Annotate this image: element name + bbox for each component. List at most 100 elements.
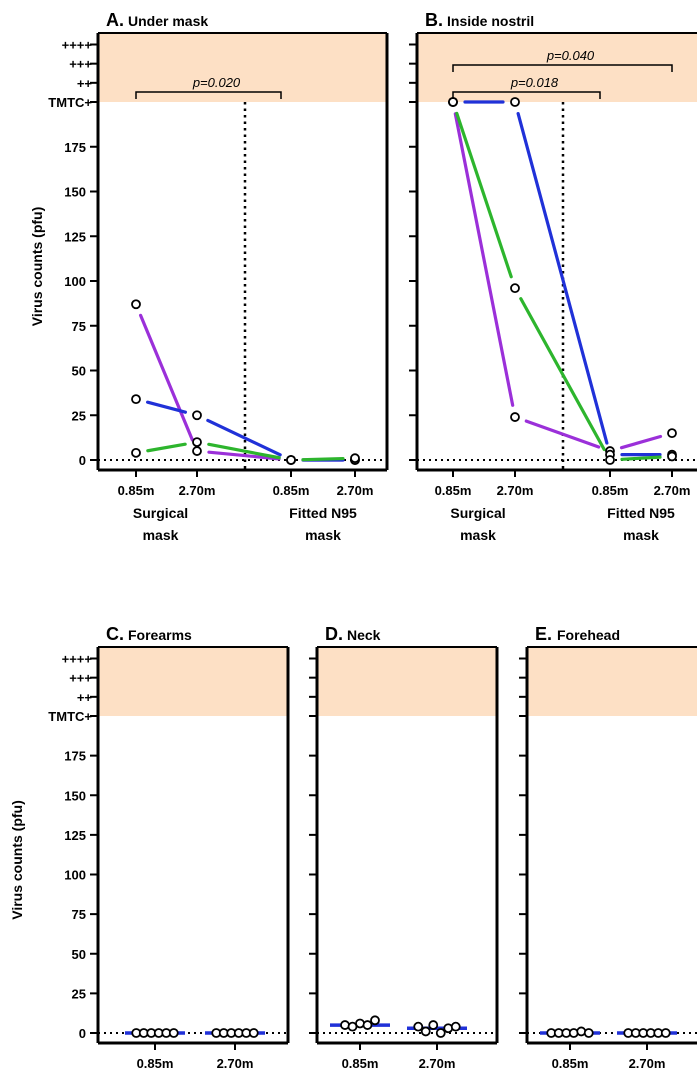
tmtc-shade-band [417, 33, 697, 102]
panel-d: D. Neck 0.85m 2.70m [309, 624, 499, 1071]
x-tick-label: 0.85m [435, 483, 472, 498]
group-label: mask [143, 527, 179, 543]
y-category-label: ++++ [62, 652, 93, 667]
data-point [510, 97, 520, 107]
series-line-1 [516, 111, 609, 445]
panel-title: Under mask [128, 13, 208, 29]
data-point [370, 1015, 380, 1026]
y-category-label: TMTC+ [48, 709, 92, 724]
data-point [413, 1021, 424, 1032]
y-tick-label: 150 [64, 788, 86, 803]
data-point [131, 447, 141, 458]
data-point [428, 1020, 439, 1030]
group-label: Surgical [450, 505, 505, 521]
y-tick-label: 75 [72, 907, 86, 922]
group-label: mask [460, 527, 496, 543]
data-point [583, 1028, 594, 1038]
series-line-0 [524, 419, 601, 449]
panel-title: Neck [347, 627, 381, 643]
significance-bracket [452, 64, 673, 72]
panel-title: Forearms [128, 627, 192, 643]
panel-c: C. Forearms0255075100125150175TMTC+++++++… [9, 624, 290, 1071]
data-point [350, 453, 360, 464]
panel-title: Forehead [557, 627, 620, 643]
series-line-1 [206, 418, 282, 457]
x-tick-label: 0.85m [552, 1056, 589, 1071]
y-tick-label: 75 [72, 319, 86, 334]
x-tick-label: 0.85m [273, 483, 310, 498]
data-point [448, 97, 458, 107]
panel-letter: C. [106, 624, 124, 644]
y-tick-label: 100 [64, 274, 86, 289]
series-line-0 [453, 112, 515, 407]
data-point [435, 1028, 446, 1038]
tmtc-shade-band [98, 33, 387, 102]
data-point [362, 1020, 373, 1030]
series-line-2 [207, 442, 281, 460]
series-line-2 [620, 455, 662, 461]
y-tick-label: 0 [79, 1026, 86, 1041]
data-point [192, 437, 202, 448]
x-tick-label: 2.70m [497, 483, 534, 498]
data-point [286, 455, 296, 465]
series-line-1 [146, 400, 187, 414]
p-value-label: p=0.040 [546, 48, 595, 63]
data-point [605, 455, 615, 465]
y-tick-label: 25 [72, 986, 86, 1001]
data-point [667, 428, 677, 439]
y-tick-label: 25 [72, 408, 86, 423]
data-point [660, 1028, 671, 1038]
x-tick-label: 2.70m [217, 1056, 254, 1071]
panel-e: E. Forehead 0.85m 2.70m [519, 624, 697, 1071]
data-point [248, 1028, 259, 1038]
group-label: Fitted N95 [289, 505, 357, 521]
x-tick-label: 2.70m [179, 483, 216, 498]
series-line-2 [519, 297, 606, 452]
x-tick-label: 0.85m [592, 483, 629, 498]
group-label: Fitted N95 [607, 505, 675, 521]
data-point [192, 410, 202, 421]
series-line-2 [146, 442, 187, 453]
y-category-label: ++++ [62, 38, 93, 53]
series-line-0 [139, 313, 194, 442]
y-tick-label: 0 [79, 453, 86, 468]
series-line-2 [455, 111, 513, 279]
panel-title: Inside nostril [447, 13, 534, 29]
y-tick-label: 175 [64, 749, 86, 764]
y-tick-label: 50 [72, 364, 86, 379]
y-tick-label: 100 [64, 868, 86, 883]
panel-letter: E. [535, 624, 552, 644]
y-category-label: ++ [77, 76, 93, 91]
y-axis-title: Virus counts (pfu) [29, 207, 45, 327]
panel-letter: D. [325, 624, 343, 644]
data-point [450, 1021, 461, 1032]
data-point [131, 299, 141, 310]
y-axis-title: Virus counts (pfu) [9, 800, 25, 920]
series-line-0 [619, 434, 663, 450]
group-label: mask [623, 527, 659, 543]
series-line-0 [207, 450, 281, 461]
data-point [420, 1026, 431, 1037]
data-point [667, 451, 677, 462]
y-tick-label: 150 [64, 185, 86, 200]
data-point [131, 394, 141, 405]
x-tick-label: 0.85m [342, 1056, 379, 1071]
y-tick-label: 50 [72, 947, 86, 962]
x-tick-label: 0.85m [137, 1056, 174, 1071]
data-point [168, 1028, 179, 1038]
significance-bracket [135, 91, 282, 99]
y-category-label: +++ [69, 57, 92, 72]
x-tick-label: 2.70m [629, 1056, 666, 1071]
panel-b: B. Inside nostril 0.85m 2.70m 0.85m 2.70m Surg… [409, 10, 697, 543]
group-label: mask [305, 527, 341, 543]
panel-letter: A. [106, 10, 124, 30]
group-label: Surgical [133, 505, 188, 521]
y-category-label: +++ [69, 671, 92, 686]
y-category-label: ++ [77, 690, 93, 705]
x-tick-label: 2.70m [337, 483, 374, 498]
data-point [510, 283, 520, 294]
x-tick-label: 0.85m [118, 483, 155, 498]
significance-bracket [452, 91, 601, 99]
tmtc-shade-band [317, 647, 497, 716]
